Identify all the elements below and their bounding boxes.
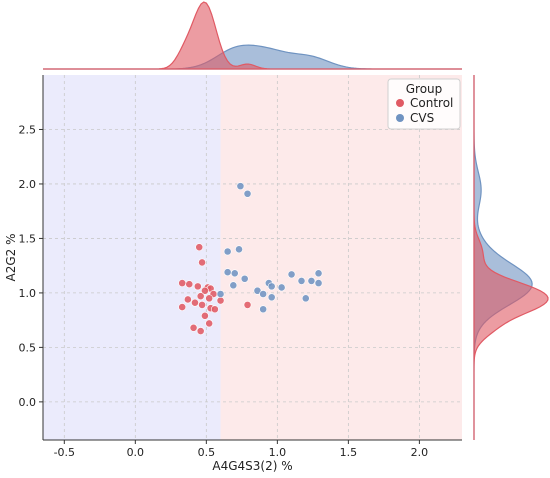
point-control-7 [201,286,209,295]
legend-marker-control [396,99,404,107]
point-cvs-3 [223,247,232,256]
x-tick-label: 0.0 [127,446,145,459]
point-control-9 [196,292,205,301]
y-tick-label: 1.5 [19,232,37,245]
point-control-16 [210,305,219,314]
x-tick-label: 1.0 [269,446,287,459]
point-control-20 [196,327,205,335]
point-cvs-18 [267,293,276,302]
point-cvs-0 [236,182,245,191]
background-region-2 [220,75,462,440]
point-cvs-2 [235,245,243,254]
x-tick-label: 2.0 [411,446,429,459]
y-tick-label: 0.0 [19,396,37,409]
point-cvs-10 [277,283,286,292]
point-control-12 [191,298,199,307]
point-control-14 [178,303,187,311]
point-control-21 [243,300,252,309]
top-kde-control [43,1,462,70]
point-control-19 [189,323,198,332]
x-tick-label: 0.5 [198,446,216,459]
point-cvs-19 [301,294,310,303]
point-cvs-21 [216,290,225,298]
point-control-13 [198,300,206,309]
point-control-22 [216,296,225,305]
point-cvs-1 [243,189,252,198]
point-cvs-17 [259,290,268,298]
point-cvs-9 [267,282,276,291]
point-control-11 [183,295,192,304]
y-tick-label: 0.5 [19,341,37,354]
legend-box [387,78,461,130]
right-kde-control [473,75,549,440]
point-cvs-11 [287,270,296,279]
point-control-1 [198,258,206,267]
background-region-1 [43,75,221,440]
point-cvs-14 [314,269,323,278]
point-cvs-12 [297,277,306,285]
point-cvs-7 [229,281,238,290]
point-control-2 [178,279,187,288]
y-axis-title: A2G2 % [4,234,18,282]
point-cvs-15 [314,279,323,288]
point-control-18 [205,319,214,328]
legend-label-control: Control [410,96,453,110]
point-control-10 [205,294,214,303]
y-tick-label: 1.0 [19,287,37,300]
point-cvs-5 [230,269,239,278]
legend-marker-cvs [396,114,404,122]
point-cvs-13 [307,277,316,285]
point-control-4 [193,282,202,291]
point-control-0 [195,243,204,252]
x-tick-label: -0.5 [54,446,75,459]
axes: -0.5 0.0 0.5 1.0 1.5 2.0 0.0 0.5 1.0 1.5 2.0 2.5 A4G… [4,75,462,473]
scatter-points [178,182,323,335]
y-tick-label: 2.5 [19,123,37,136]
point-cvs-4 [223,268,232,277]
legend-label-cvs: CVS [410,111,434,125]
y-tick-label: 2.0 [19,178,37,191]
point-cvs-6 [240,274,249,283]
point-control-17 [201,311,209,320]
background-regions [43,75,462,440]
point-cvs-20 [259,305,268,314]
top-marginal-kde [43,1,462,70]
point-control-3 [185,280,194,289]
x-axis-title: A4G4S3(2) % [212,459,292,473]
right-marginal-kde [473,75,549,440]
legend-title: Group [406,82,443,96]
x-tick-label: 1.5 [340,446,358,459]
